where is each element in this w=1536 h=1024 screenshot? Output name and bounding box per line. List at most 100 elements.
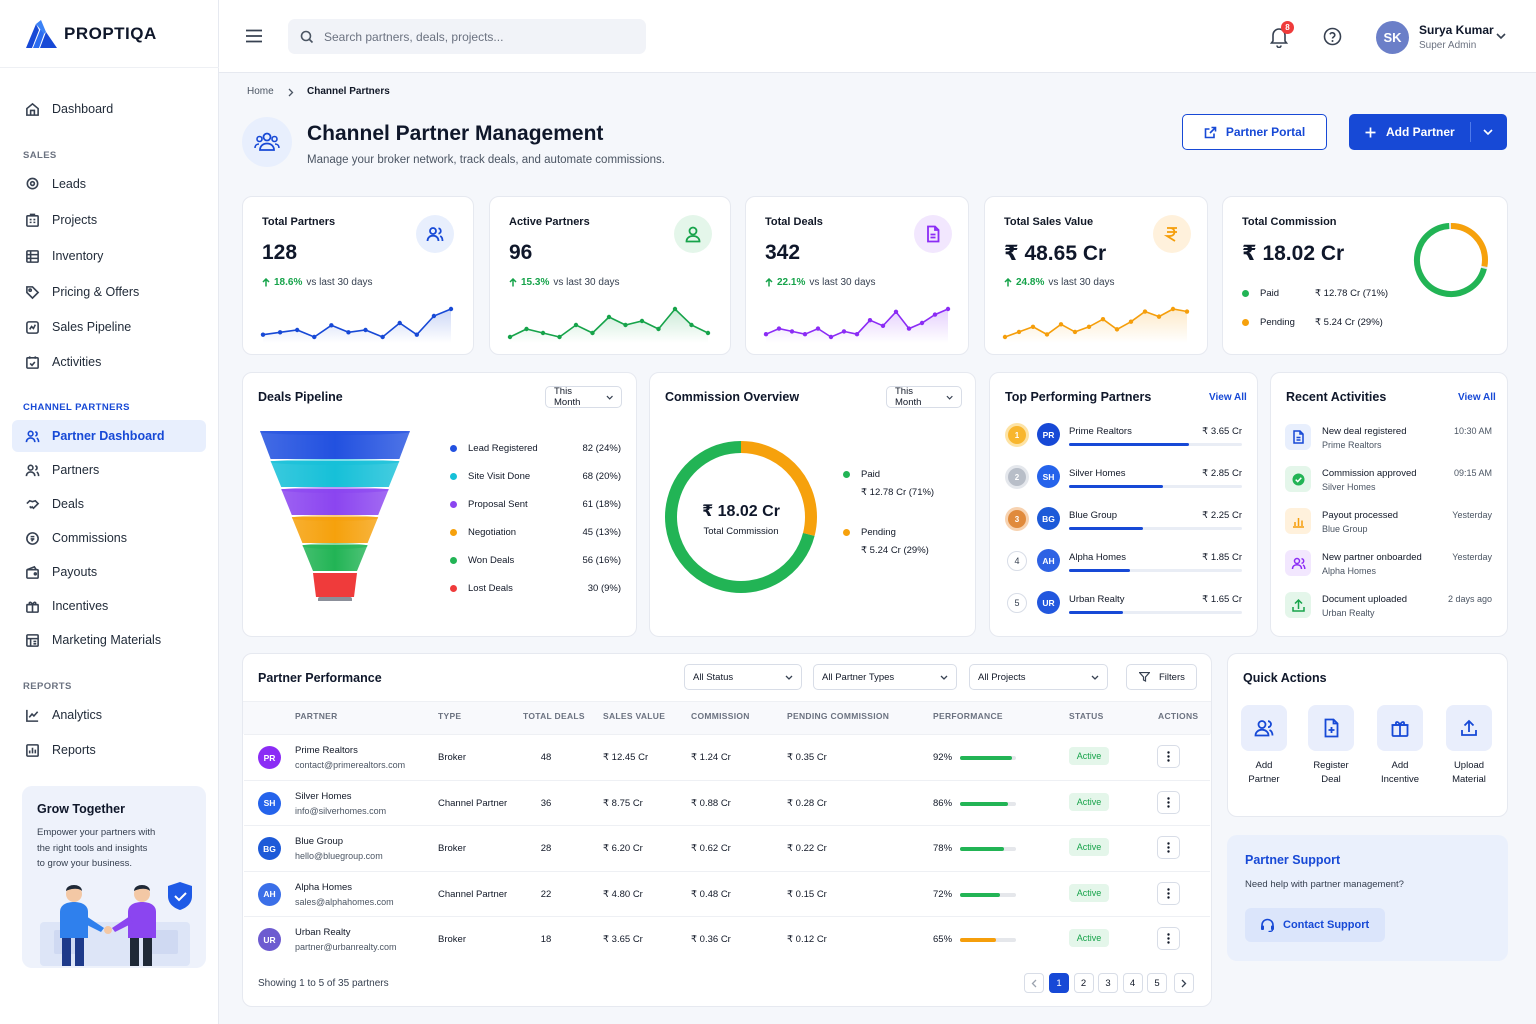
nav-dashboard[interactable]: Dashboard [12,93,206,125]
pagination-page[interactable]: 3 [1098,973,1118,993]
row-actions-button[interactable] [1157,881,1180,905]
pagination-prev[interactable] [1024,973,1044,993]
nav-analytics[interactable]: Analytics [12,699,206,731]
nav-incentives[interactable]: Incentives [12,590,206,622]
bar-chart-icon [1285,508,1311,534]
partner-name[interactable]: Blue Group [295,836,344,847]
pagination-next[interactable] [1174,973,1194,993]
row-actions-button[interactable] [1157,836,1180,859]
user-avatar[interactable]: SK [1376,21,1409,54]
row-actions-button[interactable] [1157,790,1180,814]
user-role: Super Admin [1419,40,1477,51]
pipeline-period-dropdown[interactable]: This Month [545,386,622,408]
nav-reports[interactable]: Reports [12,734,206,766]
nav-inventory[interactable]: Inventory [12,240,206,272]
nav-projects[interactable]: Projects [12,204,206,236]
breadcrumb-home[interactable]: Home [247,86,274,97]
chevron-right-icon [288,88,294,97]
chevron-down-icon [940,675,948,680]
table-row[interactable]: SH Silver Homes info@silverhomes.com Channe… [244,779,1210,825]
commission-period-dropdown[interactable]: This Month [886,386,962,408]
headset-icon [1261,918,1274,932]
partner-name[interactable]: Prime Realtors [1069,426,1132,437]
partner-name[interactable]: Blue Group [1069,510,1118,521]
table-row[interactable]: PR Prime Realtors contact@primerealtors.co… [244,734,1210,779]
nav-commissions[interactable]: Commissions [12,522,206,554]
partner-portal-button[interactable]: Partner Portal [1182,114,1327,150]
nav-sales-pipeline[interactable]: Sales Pipeline [12,311,206,343]
nav-leads[interactable]: Leads [12,168,206,200]
activity-title[interactable]: New deal registered [1322,426,1407,437]
nav-pricing-offers[interactable]: Pricing & Offers [12,276,206,308]
partner-name[interactable]: Prime Realtors [295,745,358,756]
sparkline-point [260,332,266,337]
nav-deals[interactable]: Deals [12,488,206,520]
search-input[interactable] [324,29,624,44]
top-partners-view-all-link[interactable]: View All [1209,392,1247,403]
chevron-down-icon[interactable] [1483,129,1493,136]
notification-button[interactable]: 8 [1269,21,1294,48]
register-deal-action[interactable] [1308,705,1354,751]
partner-name[interactable]: Alpha Homes [1069,552,1127,563]
hamburger-menu-icon[interactable] [245,29,263,43]
activities-view-all-link[interactable]: View All [1458,392,1496,403]
paid-legend: Paid [843,469,880,480]
nav-activities[interactable]: Activities [12,346,206,378]
sparkline-point [363,327,368,333]
sparkline-point [789,329,795,334]
partner-name[interactable]: Urban Realty [1069,594,1125,605]
sparkline-point [672,306,678,312]
total-deals: 22 [540,888,552,900]
pagination-page[interactable]: 4 [1122,973,1143,993]
nav-partners[interactable]: Partners [12,454,206,486]
table-row[interactable]: AH Alpha Homes sales@alphahomes.com Channel… [244,870,1210,916]
contact-support-button[interactable]: Contact Support [1245,908,1385,942]
partner-type: Channel Partner [438,888,508,900]
projects-filter-dropdown[interactable]: All Projects [969,664,1108,690]
table-footer-summary: Showing 1 to 5 of 35 partners [258,978,389,989]
rank-medal-icon: 2 [1008,468,1026,486]
search-bar[interactable] [288,19,646,54]
pagination-page[interactable]: 1 [1049,973,1069,993]
nav-payouts[interactable]: Payouts [12,556,206,588]
partner-name[interactable]: Alpha Homes [295,881,353,893]
status-filter-dropdown[interactable]: All Status [684,664,802,690]
pagination-page[interactable]: 2 [1073,973,1094,993]
partner-progress-fill [1069,569,1130,572]
nav-partner-dashboard[interactable]: Partner Dashboard [12,420,206,452]
pipeline-icon [26,320,39,334]
partner-name[interactable]: Silver Homes [1069,468,1126,479]
chevron-down-icon [606,395,613,400]
activity-subtitle: Prime Realtors [1322,440,1382,450]
chevron-down-icon[interactable] [1496,33,1506,40]
pipeline-legend-item: Site Visit Done 68 (20%) [450,471,621,482]
partner-type-filter-dropdown[interactable]: All Partner Types [813,664,957,690]
brand-logo[interactable]: PROPTIQA [24,18,157,50]
pending-value: ₹ 5.24 Cr (29%) [1315,317,1383,328]
upload-material-action[interactable] [1446,705,1492,751]
sparkline-point [346,330,351,335]
sparkline-point [1058,322,1064,327]
partner-type: Broker [438,843,466,854]
activity-title[interactable]: New partner onboarded [1322,552,1422,563]
pagination-page[interactable]: 5 [1147,973,1167,993]
location-pin-icon [26,177,39,190]
add-partner-action[interactable] [1241,705,1287,751]
user-name[interactable]: Surya Kumar [1419,23,1494,37]
activity-title[interactable]: Commission approved [1322,468,1417,479]
partner-name[interactable]: Silver Homes [295,790,352,802]
card-title: Top Performing Partners [1005,390,1152,404]
help-icon[interactable] [1323,27,1342,46]
activity-title[interactable]: Payout processed [1322,510,1399,521]
table-row[interactable]: BG Blue Group hello@bluegroup.com Broker 28 ₹… [244,825,1210,870]
row-actions-button[interactable] [1157,927,1180,950]
partner-name[interactable]: Urban Realty [295,927,351,938]
filters-button[interactable]: Filters [1126,664,1197,690]
table-row[interactable]: UR Urban Realty partner@urbanrealty.com Bro… [244,916,1210,961]
row-actions-button[interactable] [1157,745,1180,768]
activity-title[interactable]: Document uploaded [1322,594,1408,605]
nav-label: Incentives [52,599,109,613]
add-partner-button[interactable]: Add Partner [1349,114,1507,150]
nav-marketing-materials[interactable]: Marketing Materials [12,624,206,656]
add-incentive-action[interactable] [1377,705,1423,751]
